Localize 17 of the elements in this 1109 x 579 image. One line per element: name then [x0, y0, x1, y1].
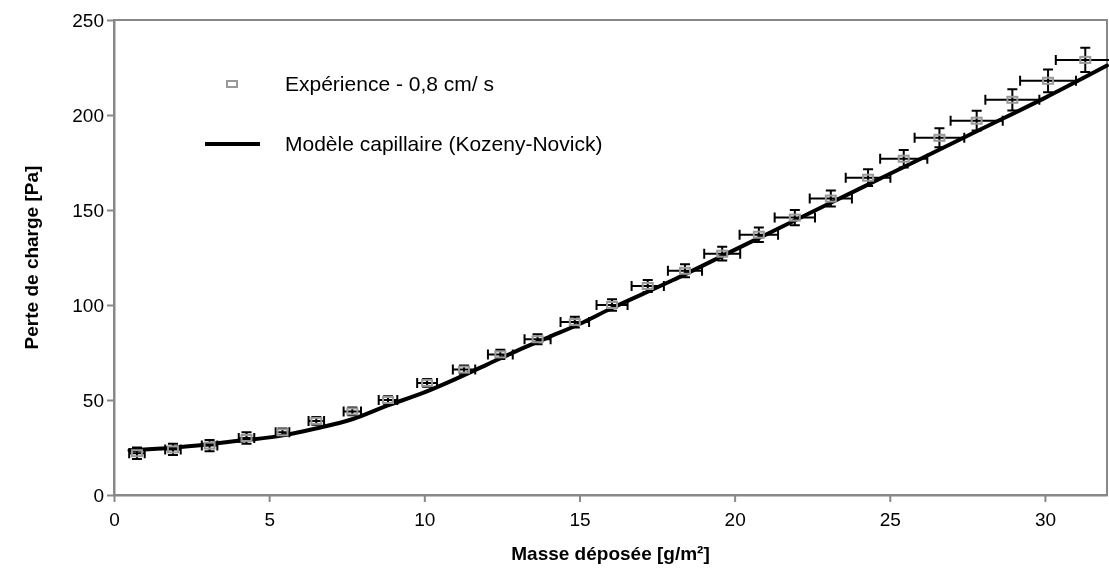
x-axis-title: Masse déposée [g/m²] [511, 543, 710, 564]
x-tick-label: 0 [109, 508, 120, 530]
y-tick-label: 0 [93, 484, 104, 506]
x-tick-label: 30 [1034, 508, 1057, 530]
legend-label: Modèle capillaire (Kozeny-Novick) [285, 132, 603, 156]
y-axis-title: Perte de charge [Pa] [21, 165, 42, 350]
y-tick-label: 50 [82, 389, 104, 411]
y-tick-label: 250 [72, 9, 104, 31]
legend-label: Expérience - 0,8 cm/ s [285, 72, 494, 96]
x-tick-label: 15 [569, 508, 591, 530]
y-tick-label: 200 [72, 104, 104, 126]
y-tick-label: 100 [72, 294, 104, 316]
x-tick-label: 10 [414, 508, 436, 530]
x-tick-label: 5 [264, 508, 275, 530]
x-tick-label: 25 [879, 508, 901, 530]
y-tick-label: 150 [72, 199, 104, 221]
x-tick-label: 20 [724, 508, 746, 530]
